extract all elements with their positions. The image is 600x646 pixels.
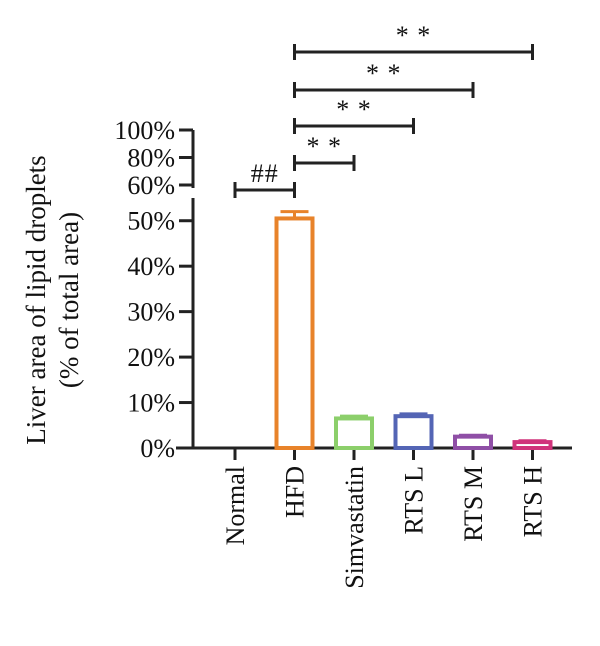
x-tick-label: Normal: [221, 466, 250, 545]
tick-labels: 0% 10% 20% 30% 40% 50% 60%80%100% Normal HFD Simv…: [114, 116, 547, 589]
significance-label: * *: [396, 21, 432, 50]
significance-brackets: ## * * * * * * * *: [233, 21, 534, 198]
bar-simvastatin: [334, 416, 374, 451]
x-tick-label: RTS H: [519, 466, 548, 538]
significance-label: ##: [251, 159, 279, 188]
significance-label: * *: [366, 59, 402, 88]
significance-label: * *: [307, 132, 343, 161]
bars: [274, 210, 553, 451]
axes: [176, 128, 572, 460]
y-tick-label: 20%: [127, 343, 175, 372]
bar-rts-h: [512, 440, 553, 451]
y-tick-label: 10%: [127, 389, 175, 418]
y-tick-label: 40%: [127, 252, 175, 281]
bar-rts-m: [453, 434, 493, 450]
bar-hfd: [274, 216, 315, 450]
y-tick-label: 100%: [114, 116, 175, 145]
y-axis-label-line-2: (% of total area): [54, 212, 84, 388]
x-tick-label: HFD: [281, 466, 310, 518]
y-tick-label: 60%: [127, 171, 175, 200]
y-tick-label: 80%: [127, 144, 175, 173]
significance-label: * *: [336, 95, 372, 124]
x-tick-label: Simvastatin: [340, 466, 369, 589]
bar-rts-l: [393, 414, 434, 451]
y-tick-label: 30%: [127, 298, 175, 327]
x-tick-label: RTS L: [400, 466, 429, 535]
y-axis-label-line-1: Liver area of lipid droplets: [21, 155, 51, 444]
x-tick-label: RTS M: [459, 466, 488, 542]
y-tick-label: 50%: [127, 207, 175, 236]
y-tick-label: 0%: [140, 434, 175, 463]
